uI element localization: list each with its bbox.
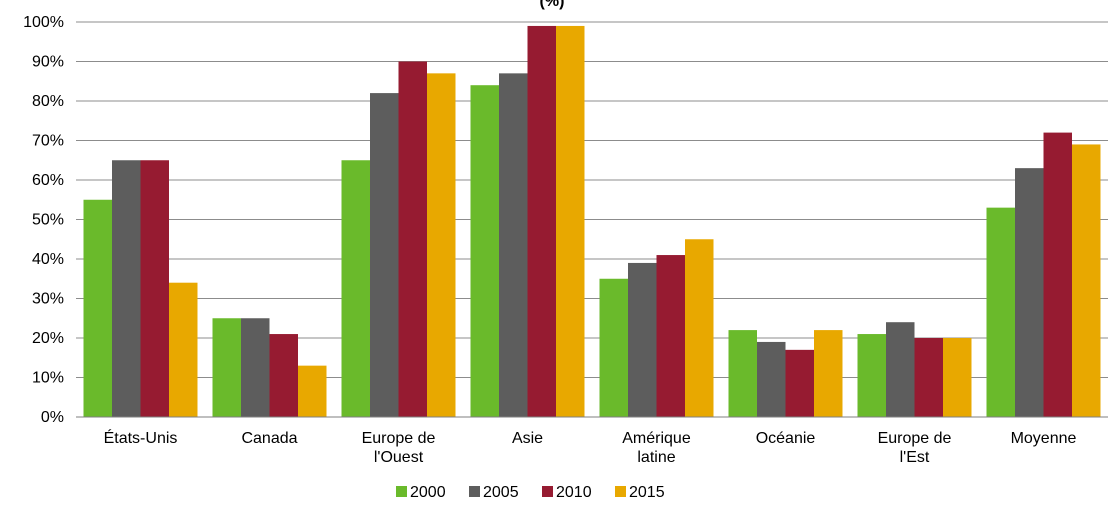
- y-tick-label: 30%: [32, 291, 64, 308]
- bar-2000-2: [341, 160, 370, 417]
- bar-2010-7: [1043, 132, 1072, 417]
- legend-label-2000: 2000: [410, 484, 446, 501]
- legend-swatch-2005: [469, 486, 480, 497]
- bar-2010-2: [398, 61, 427, 417]
- legend-label-2010: 2010: [556, 484, 592, 501]
- chart-title: (%): [540, 0, 565, 10]
- y-tick-label: 40%: [32, 251, 64, 268]
- legend: 2000 2005 2010 2015: [396, 484, 665, 501]
- x-tick-label: Europe de l'Est: [878, 430, 952, 466]
- y-axis: 0% 10% 20% 30% 40% 50% 60% 70% 80% 90% 100%: [23, 14, 64, 426]
- bar-2005-5: [757, 341, 786, 417]
- bar-2000-0: [83, 199, 112, 417]
- bar-2010-5: [785, 349, 814, 417]
- x-tick-label: Asie: [512, 430, 543, 447]
- bar-2005-1: [241, 318, 270, 417]
- bar-2015-4: [685, 239, 714, 417]
- bar-2000-4: [599, 278, 628, 417]
- bar-2000-5: [728, 330, 757, 417]
- bar-2015-3: [556, 25, 585, 417]
- bar-2005-4: [628, 262, 657, 417]
- y-tick-label: 50%: [32, 212, 64, 229]
- x-tick-label: Amérique latine: [622, 430, 691, 466]
- legend-swatch-2010: [542, 486, 553, 497]
- legend-swatch-2000: [396, 486, 407, 497]
- bar-2010-6: [914, 338, 943, 417]
- bar-2005-6: [886, 322, 915, 417]
- x-tick-label: Moyenne: [1011, 430, 1077, 447]
- bars: [83, 25, 1101, 417]
- bar-2000-7: [986, 207, 1015, 417]
- bar-2010-4: [656, 255, 685, 417]
- y-tick-label: 100%: [23, 14, 64, 31]
- x-tick-label: États-Unis: [104, 428, 178, 447]
- y-tick-label: 20%: [32, 330, 64, 347]
- bar-2005-2: [370, 93, 399, 417]
- y-tick-label: 90%: [32, 54, 64, 71]
- bar-2015-5: [814, 330, 843, 417]
- y-tick-label: 70%: [32, 133, 64, 150]
- x-axis: États-Unis Canada Europe de l'Ouest Asie Amér…: [76, 416, 1108, 466]
- bar-2005-0: [112, 160, 141, 417]
- y-tick-label: 60%: [32, 172, 64, 189]
- y-tick-label: 0%: [41, 409, 64, 426]
- y-tick-label: 10%: [32, 370, 64, 387]
- bar-2005-3: [499, 73, 528, 417]
- bar-2015-2: [427, 73, 456, 417]
- bar-2000-3: [470, 85, 499, 417]
- x-tick-label: Océanie: [756, 430, 816, 447]
- y-tick-label: 80%: [32, 93, 64, 110]
- legend-label-2015: 2015: [629, 484, 665, 501]
- bar-2000-6: [857, 334, 886, 417]
- bar-2015-6: [943, 338, 972, 417]
- bar-2005-7: [1015, 168, 1044, 417]
- legend-swatch-2015: [615, 486, 626, 497]
- legend-label-2005: 2005: [483, 484, 519, 501]
- bar-2010-0: [140, 160, 169, 417]
- bar-2010-1: [269, 334, 298, 417]
- bar-2015-7: [1072, 144, 1101, 417]
- bar-2015-0: [169, 282, 198, 417]
- x-tick-label: Europe de l'Ouest: [362, 430, 436, 466]
- x-tick-label: Canada: [241, 430, 297, 447]
- bar-2000-1: [212, 318, 241, 417]
- bar-2015-1: [298, 365, 327, 417]
- bar-2010-3: [527, 25, 556, 417]
